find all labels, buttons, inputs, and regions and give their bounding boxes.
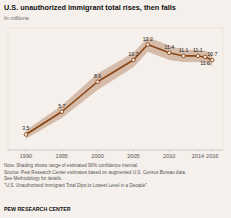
data-label: 12.2 xyxy=(143,36,153,42)
plot-area xyxy=(24,37,214,138)
note: Source: Pew Research Center estimates ba… xyxy=(4,170,186,175)
marker xyxy=(24,133,28,137)
x-tick xyxy=(133,150,134,152)
x-tick xyxy=(25,150,26,152)
x-axis xyxy=(8,150,223,151)
marker xyxy=(196,54,200,58)
data-label: 11.4 xyxy=(164,44,174,50)
x-tick xyxy=(97,150,98,152)
x-tick-label: 2016 xyxy=(206,153,218,159)
note: Note: Shading shows range of estimated 9… xyxy=(4,163,138,168)
marker xyxy=(132,58,136,62)
data-label: 11.0 xyxy=(200,60,210,66)
x-tick xyxy=(212,150,213,152)
footer: PEW RESEARCH CENTER xyxy=(4,206,71,212)
line xyxy=(26,45,212,135)
note: "U.S. Unauthorized Immigrant Total Dips … xyxy=(4,183,147,188)
x-tick-label: 2010 xyxy=(163,153,175,159)
marker xyxy=(60,110,64,114)
x-tick xyxy=(197,150,198,152)
data-label: 8.6 xyxy=(94,73,101,79)
data-label: 10.7 xyxy=(207,51,217,57)
data-label: 5.7 xyxy=(58,103,65,109)
note: See Methodology for details. xyxy=(4,176,62,181)
x-tick-label: 1990 xyxy=(20,153,32,159)
marker xyxy=(96,80,100,84)
x-tick-label: 1995 xyxy=(56,153,68,159)
x-tick-label: 2000 xyxy=(91,153,103,159)
title: U.S. unauthorized immigrant total rises,… xyxy=(4,3,176,12)
plot-frame xyxy=(8,28,223,150)
x-tick xyxy=(61,150,62,152)
x-tick xyxy=(169,150,170,152)
confidence-band xyxy=(26,37,212,138)
marker xyxy=(146,43,150,47)
x-tick-label: 2005 xyxy=(127,153,139,159)
data-label: 10.7 xyxy=(128,51,138,57)
data-label: 11.1 xyxy=(193,47,203,53)
data-label: 3.5 xyxy=(22,125,29,131)
chart: U.S. unauthorized immigrant total rises,… xyxy=(0,0,231,218)
subtitle: In millions xyxy=(4,15,29,21)
marker xyxy=(182,54,186,58)
background xyxy=(0,0,231,218)
x-tick-label: 2014 xyxy=(192,153,204,159)
marker xyxy=(167,51,171,55)
marker xyxy=(210,58,214,62)
data-label: 11.1 xyxy=(179,47,189,53)
